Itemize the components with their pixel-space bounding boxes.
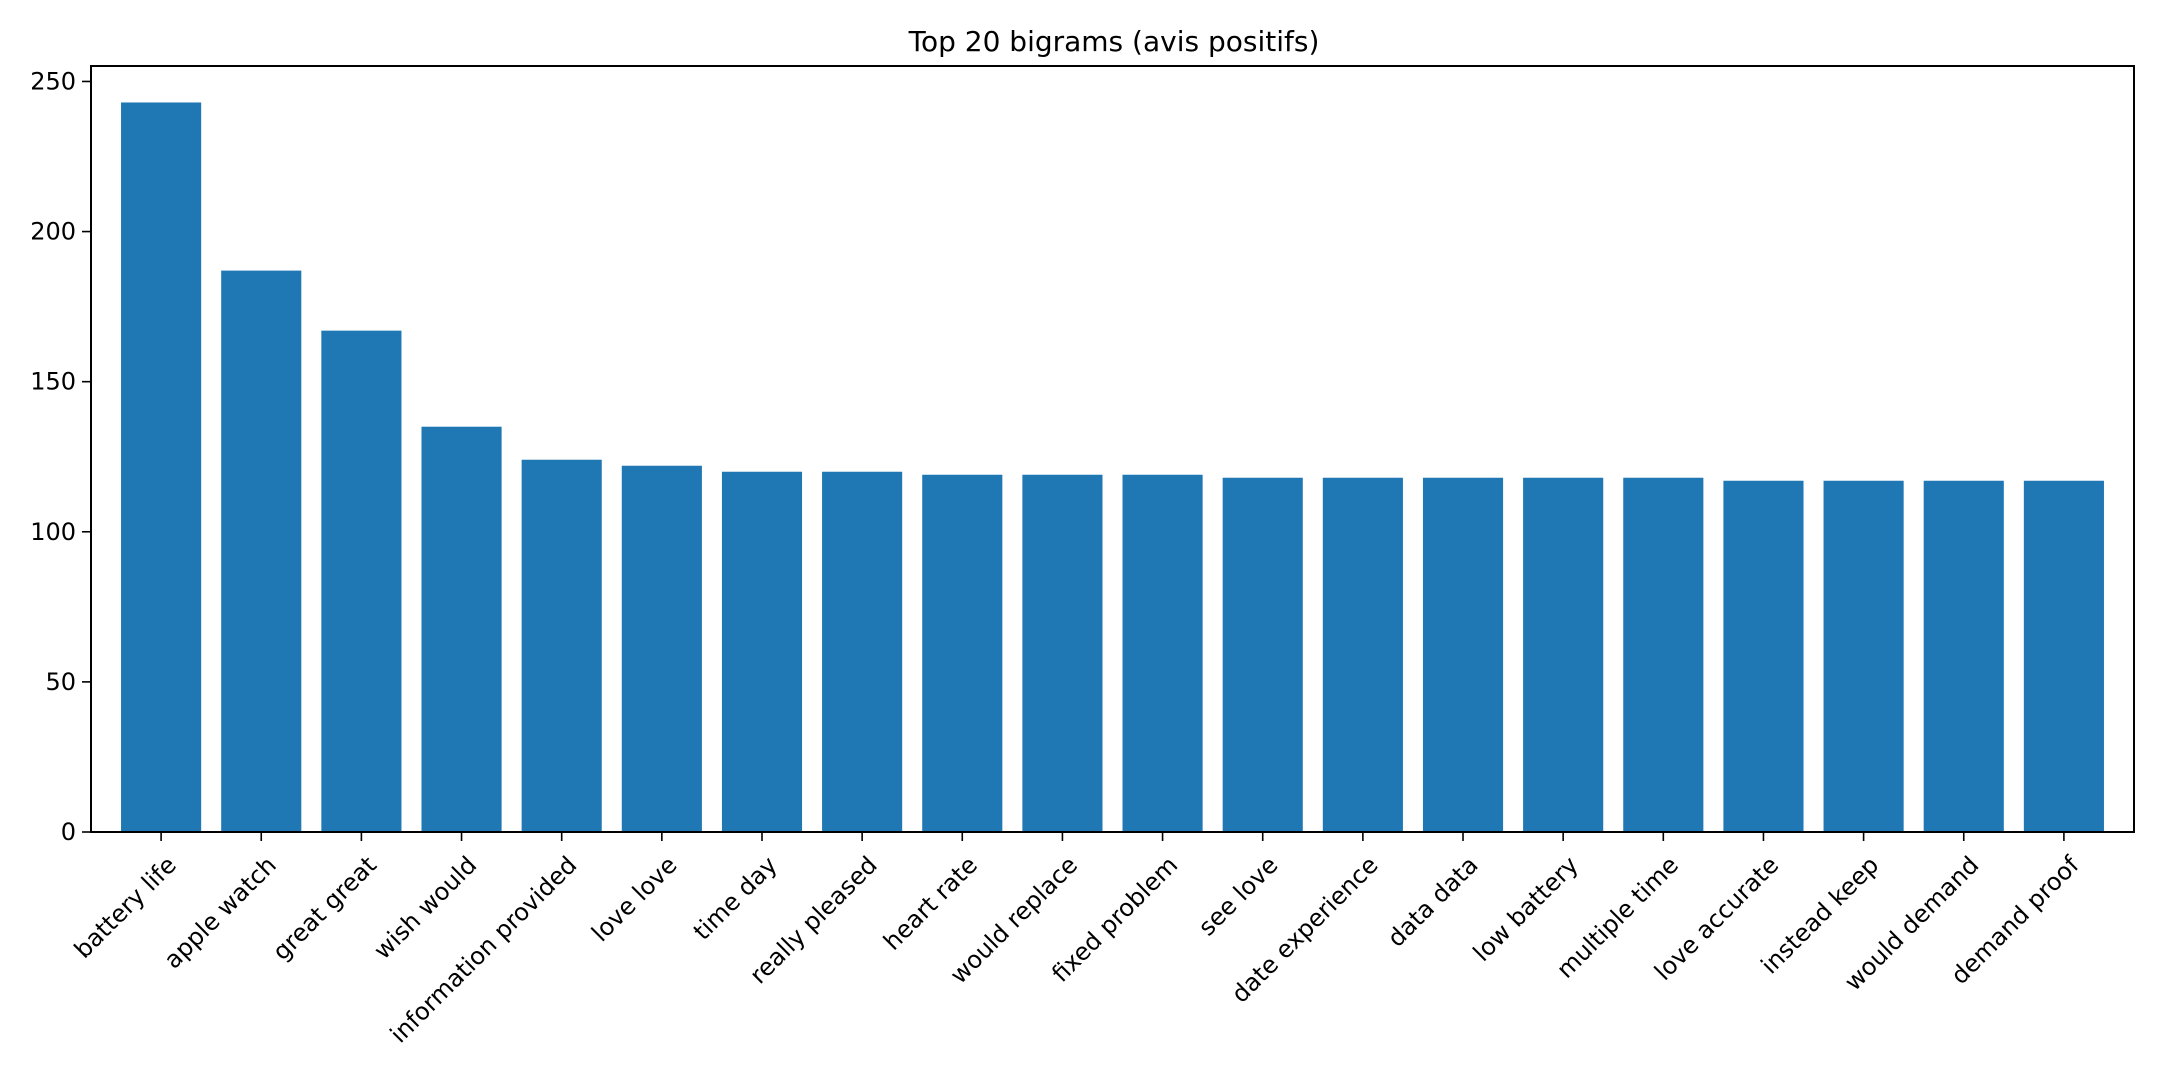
bar-love-accurate	[1723, 480, 1804, 832]
bars-layer	[121, 102, 2104, 833]
bar-love-love	[621, 465, 702, 832]
bar-instead-keep	[1823, 480, 1904, 832]
y-tick-label: 250	[30, 67, 76, 95]
bar-low-battery	[1523, 477, 1604, 832]
x-tick-label: time day	[688, 851, 783, 946]
bar-date-experience	[1322, 477, 1403, 832]
x-tick-label: great great	[267, 851, 382, 966]
chart-title: Top 20 bigrams (avis positifs)	[908, 25, 1320, 58]
plot-frame	[90, 65, 2135, 833]
x-tick-label: see love	[1193, 851, 1283, 941]
y-tick-label: 0	[61, 818, 76, 846]
y-tick-label: 200	[30, 218, 76, 246]
bar-demand-proof	[2023, 480, 2104, 832]
bar-would-demand	[1923, 480, 2004, 832]
bar-great-great	[321, 330, 402, 832]
bar-time-day	[721, 471, 803, 832]
x-tick-label: data data	[1382, 851, 1484, 953]
x-tick-label: information provided	[385, 851, 583, 1049]
y-tick-label: 50	[45, 668, 76, 696]
y-tick-label: 100	[30, 518, 76, 546]
y-axis: 0 50 100 150 200 250	[30, 67, 91, 846]
x-tick-label: love love	[586, 851, 682, 947]
bar-battery-life	[121, 102, 202, 833]
bar-see-love	[1222, 477, 1303, 832]
bar-multiple-time	[1623, 477, 1704, 832]
bar-apple-watch	[221, 270, 302, 833]
bar-really-pleased	[822, 471, 903, 832]
bar-fixed-problem	[1122, 474, 1203, 832]
bar-wish-would	[421, 426, 502, 832]
bar-would-replace	[1022, 474, 1103, 832]
bar-information-provided	[521, 459, 602, 832]
bar-data-data	[1422, 477, 1504, 832]
y-tick-label: 150	[30, 368, 76, 396]
x-tick-label: heart rate	[878, 851, 983, 956]
bar-heart-rate	[922, 474, 1003, 832]
